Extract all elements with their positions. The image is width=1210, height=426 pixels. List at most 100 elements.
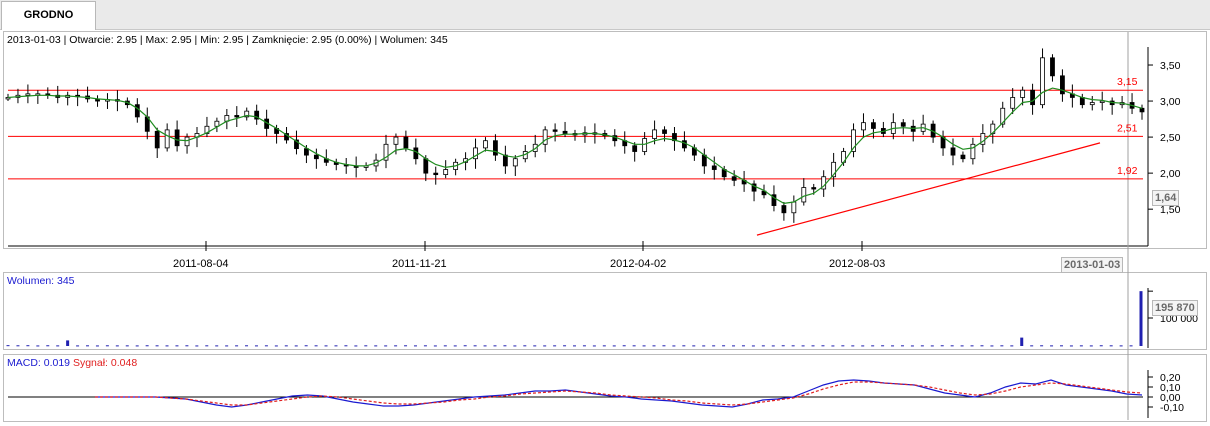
volume-bar	[573, 345, 576, 347]
candle-body	[771, 194, 777, 206]
volume-bar	[364, 345, 368, 347]
candle-body	[383, 143, 389, 161]
volume-bar	[493, 345, 497, 347]
volume-panel	[3, 272, 1207, 350]
volume-bar	[900, 345, 904, 347]
candle-body	[184, 136, 190, 147]
x-tick-label: 2012-04-02	[610, 258, 667, 270]
price-badge: 1,64	[1152, 190, 1180, 206]
candle-body	[403, 136, 409, 149]
trendline	[756, 142, 1101, 236]
volume-bar	[1000, 345, 1004, 347]
volume-bar	[1109, 345, 1113, 347]
volume-bar	[165, 345, 169, 347]
volume-bar	[334, 345, 338, 347]
volume-bar	[125, 345, 129, 347]
volume-header: Wolumen: 345	[7, 275, 75, 287]
candle-body	[502, 154, 508, 167]
volume-bar	[404, 345, 408, 347]
volume-bar	[463, 345, 467, 347]
price-level-label: 3,15	[1117, 76, 1138, 88]
volume-bar	[672, 345, 676, 347]
macd-line	[95, 379, 1143, 408]
volume-bar	[205, 345, 209, 347]
candle-body	[254, 110, 260, 120]
candle-body	[313, 154, 319, 160]
macd-y-tick-label: 0,20	[1160, 372, 1181, 384]
candle-body	[1139, 107, 1145, 113]
volume-y-tick-label: 100 000	[1160, 313, 1198, 325]
candle-body	[562, 130, 568, 134]
candle-body	[950, 147, 956, 156]
candle-body	[672, 133, 677, 142]
candle-body	[682, 140, 687, 149]
candle-body	[552, 129, 558, 132]
candle-body	[154, 130, 160, 149]
candle-body	[871, 122, 876, 129]
volume-bar	[115, 345, 119, 347]
candle-body	[711, 165, 717, 170]
volume-bar	[215, 345, 219, 347]
volume-bar	[632, 345, 636, 347]
volume-bar	[503, 345, 507, 347]
candle-body	[662, 129, 667, 134]
candle-body	[1050, 57, 1055, 77]
volume-bar	[1079, 345, 1083, 347]
volume-bar	[781, 345, 785, 347]
candle-body	[174, 129, 180, 147]
candle-body	[443, 169, 449, 175]
volume-bar	[105, 345, 109, 347]
volume-bar	[751, 345, 755, 347]
macd-header: MACD: 0.019 Sygnał: 0.048	[7, 357, 137, 369]
volume-bar	[1050, 345, 1054, 347]
volume-bar	[612, 345, 616, 347]
volume-bar	[533, 345, 537, 347]
candle-body	[294, 139, 299, 150]
volume-bar	[473, 345, 477, 347]
x-tick-label: 2012-08-03	[829, 258, 886, 270]
price-y-tick-label: 1,50	[1160, 204, 1181, 216]
candle-body	[512, 158, 518, 167]
candle-body	[831, 161, 837, 178]
volume-bar	[344, 345, 348, 347]
candle-body	[304, 148, 309, 156]
candle-body	[1010, 97, 1016, 109]
volume-bar	[563, 345, 567, 347]
candle-body	[791, 201, 797, 214]
sma-line	[7, 87, 1143, 205]
tab-bar: GRODNO	[0, 0, 1210, 30]
volume-bar	[1059, 345, 1063, 347]
candle-body	[1079, 97, 1085, 106]
volume-bar	[1099, 345, 1103, 347]
volume-bar	[1040, 345, 1044, 347]
volume-bar	[195, 345, 199, 347]
volume-bar	[384, 345, 388, 347]
volume-bar	[712, 345, 716, 347]
signal-value-label: Sygnał: 0.048	[72, 357, 138, 369]
candle-body	[204, 125, 210, 134]
candle-body	[483, 140, 488, 149]
volume-bar	[235, 345, 239, 347]
candle-body	[423, 158, 429, 174]
volume-bar	[622, 345, 626, 347]
volume-bar	[264, 345, 268, 347]
macd-y-tick-label: 0,00	[1160, 392, 1181, 404]
volume-bar	[1089, 345, 1093, 347]
volume-bar	[245, 345, 249, 347]
macd-y-tick-label: 0,10	[1160, 382, 1181, 394]
volume-bar	[970, 345, 974, 347]
volume-bar	[791, 345, 795, 347]
signal-line	[95, 381, 1143, 406]
volume-bar	[1129, 345, 1133, 347]
volume-bar	[553, 345, 557, 347]
candle-body	[900, 122, 906, 127]
volume-bar	[1020, 337, 1024, 346]
volume-bar	[86, 345, 90, 347]
volume-bar	[95, 345, 99, 347]
volume-bar	[940, 345, 944, 347]
volume-bar	[871, 345, 875, 347]
volume-bar	[910, 345, 914, 347]
volume-bar	[821, 345, 825, 347]
tab-grodno[interactable]: GRODNO	[1, 1, 96, 30]
